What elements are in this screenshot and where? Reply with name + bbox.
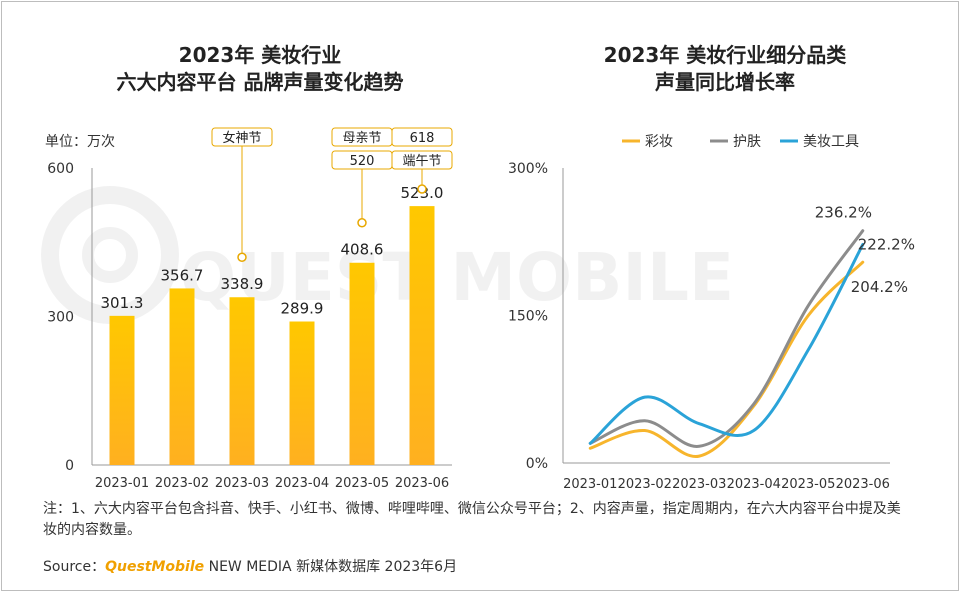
bar-value-label: 338.9 [221,275,264,293]
source-line: Source：QuestMobile NEW MEDIA 新媒体数据库 2023… [43,556,457,576]
right-chart-title: 2023年 美妆行业细分品类 声量同比增长率 [545,42,905,96]
legend-label: 护肤 [733,134,761,150]
bar-2023-06 [409,206,435,466]
x-tick-label: 2023-02 [155,476,209,491]
bar-2023-04 [289,321,315,465]
callout-box [391,127,453,147]
callout-label: 端午节 [402,154,441,169]
bar-2023-03 [229,297,255,465]
watermark: QUEST MOBILE [41,186,734,324]
y-tick-label: 0% [526,456,548,472]
x-tick-label: 2023-06 [395,476,449,491]
callout-dot [357,217,367,228]
bar-chart: 单位：万次 0 300 600 301.3 2023-01 356.7 2023-02 338.… [45,127,453,491]
left-chart-title: 2023年 美妆行业 六大内容平台 品牌声量变化趋势 [70,42,450,96]
line-chart: 0%150%300%2023-01 2023-02 2023-03 2023-04 20… [508,134,915,492]
bar-value-label: 408.6 [341,241,384,259]
source-prefix: Source： [43,559,106,575]
callout-label: 女神节 [222,130,261,146]
x-tick-label: 2023-01 [95,476,149,491]
right-title-line1: 2023年 美妆行业细分品类 [603,43,847,67]
source-rest: NEW MEDIA 新媒体数据库 2023年6月 [208,559,458,575]
legend-label: 美妆工具 [803,134,859,150]
x-tick-label: 2023-03 [672,477,726,492]
x-tick-label: 2023-06 [836,477,890,492]
x-tick-label: 2023-03 [215,476,269,491]
source-brand: QuestMobile [105,559,205,575]
left-title-line2: 六大内容平台 品牌声量变化趋势 [116,70,404,94]
x-tick-label: 2023-02 [618,477,672,492]
series-line-彩妆 [588,260,865,458]
bar-value-label: 356.7 [161,266,204,284]
right-title-line2: 声量同比增长率 [655,70,795,94]
watermark-text: QUEST MOBILE [180,239,734,316]
bar-value-label: 301.3 [101,294,144,312]
y-tick-label: 150% [508,309,548,325]
y-tick-label: 300 [47,310,74,326]
left-title-line1: 2023年 美妆行业 [178,43,342,67]
y-tick-label: 300% [508,161,548,177]
series-line-护肤 [588,229,865,448]
x-tick-label: 2023-01 [563,477,617,492]
y-tick-label: 600 [47,161,74,177]
bar-2023-02 [169,288,195,465]
x-tick-label: 2023-05 [335,476,389,491]
x-tick-label: 2023-04 [727,477,781,492]
callout-dot [237,252,247,262]
callout-label: 618 [410,131,435,146]
callout-dot [417,184,427,194]
callout-label: 520 [350,154,375,169]
bar-2023-05 [349,262,375,465]
unit-label: 单位：万次 [45,134,115,150]
end-value-label: 222.2% [858,236,915,254]
footnote: 注：1、六大内容平台包含抖音、快手、小红书、微博、哔哩哔哩、微信公众号平台；2、… [43,501,901,538]
x-tick-label: 2023-04 [275,476,329,491]
end-value-label: 204.2% [851,278,908,296]
x-tick-label: 2023-05 [781,477,835,492]
bar-value-label: 289.9 [281,299,324,317]
y-tick-label: 0 [65,458,74,474]
bar-2023-01 [109,315,135,465]
series-line-美妆工具 [588,243,865,445]
callout-label: 母亲节 [342,131,381,146]
legend-label: 彩妆 [645,134,673,150]
end-value-label: 236.2% [815,204,872,222]
